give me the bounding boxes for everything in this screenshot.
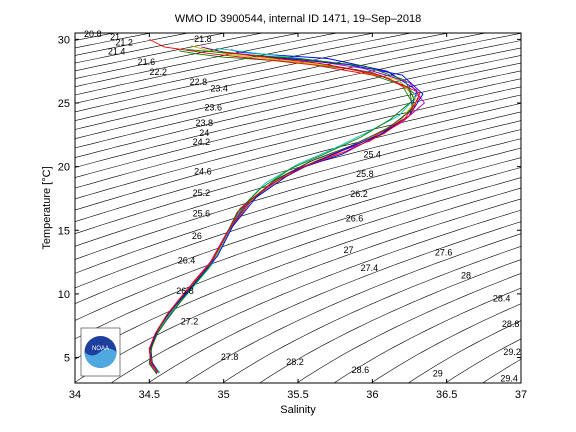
density-contour [75, 33, 376, 96]
density-contour [75, 129, 521, 260]
x-tick-label: 34 [69, 389, 81, 401]
x-tick-label: 34.5 [139, 389, 160, 401]
density-contour [75, 33, 413, 104]
density-contour-label: 23.6 [205, 103, 223, 113]
density-contour [75, 86, 521, 200]
density-contour [222, 246, 521, 383]
x-axis-label: Salinity [280, 404, 316, 416]
noaa-logo: NOAA [80, 327, 121, 377]
density-contour-label: 22.2 [150, 67, 168, 77]
axis-ticks: 34 34.5 35 35.5 36 36.5 37 5 10 15 20 25 30 [58, 33, 527, 401]
density-contour-label: 21.6 [138, 57, 156, 67]
density-contour [75, 47, 521, 149]
density-contour-label: 24.6 [194, 166, 212, 176]
density-contour [407, 320, 521, 383]
density-contour-label: 22.8 [190, 77, 208, 87]
profile-line [148, 51, 421, 374]
density-contour-label: 28.6 [352, 365, 370, 375]
density-contour-label: 27.6 [435, 248, 453, 258]
density-contour-label: 27 [343, 245, 353, 255]
density-contour [333, 287, 521, 383]
density-contour [75, 62, 521, 168]
density-contour [75, 40, 521, 139]
y-axis-label: Temperature [°C] [41, 166, 53, 249]
density-contour-label: 26.4 [178, 255, 196, 265]
density-contour [75, 111, 521, 234]
density-contour-label: 23.4 [210, 84, 228, 94]
density-contour-label: 29.2 [503, 347, 521, 357]
density-contour-label: 21.2 [115, 38, 133, 48]
density-contour [75, 187, 521, 360]
density-contour [75, 33, 339, 88]
density-contour-label: 27.8 [221, 352, 239, 362]
density-contour-label: 21.4 [108, 47, 126, 57]
density-contours [75, 33, 521, 383]
density-contour [75, 177, 521, 340]
y-tick-label: 5 [64, 353, 70, 365]
density-contour [110, 209, 521, 383]
density-contour [75, 33, 190, 56]
density-contour-label: 26 [192, 231, 202, 241]
density-contour [75, 157, 521, 304]
profile-line [148, 49, 415, 375]
density-contour [75, 33, 264, 72]
density-contour [75, 147, 521, 289]
density-contour-label: 28 [461, 271, 471, 281]
density-contour-label: 24.2 [193, 137, 211, 147]
density-contour [75, 70, 521, 178]
density-contour [259, 259, 521, 383]
density-contour-label: 28.2 [286, 357, 304, 367]
density-contour-label: 25.8 [356, 169, 374, 179]
profile-lines [148, 38, 426, 375]
density-contour [75, 33, 227, 64]
y-tick-label: 15 [58, 225, 70, 237]
y-tick-label: 30 [58, 34, 70, 46]
x-tick-label: 36.5 [436, 389, 457, 401]
density-contour-label: 28.8 [502, 319, 520, 329]
density-contour [75, 94, 521, 211]
density-contour [75, 167, 521, 321]
density-contour-label: 26.6 [346, 213, 364, 223]
density-contour [75, 198, 521, 383]
density-contour-label: 29.4 [500, 374, 518, 384]
y-tick-label: 25 [58, 98, 70, 110]
density-contour [184, 233, 521, 383]
density-contour-label: 21.8 [194, 34, 212, 44]
density-contour-label: 21 [110, 32, 120, 42]
x-tick-label: 37 [515, 389, 527, 401]
density-contour [75, 33, 487, 121]
density-contour-label: 23.8 [196, 118, 214, 128]
x-tick-label: 35.5 [287, 389, 308, 401]
density-contour-label: 26.2 [350, 189, 368, 199]
chart-title: WMO ID 3900544, internal ID 1471, 19–Sep… [175, 13, 421, 25]
density-contour-label: 25.6 [193, 208, 211, 218]
density-contour [75, 103, 521, 222]
x-tick-label: 35 [218, 389, 230, 401]
density-contour [75, 55, 521, 158]
y-tick-label: 10 [58, 289, 70, 301]
density-contour [75, 138, 521, 274]
density-contour-label: 25.4 [364, 150, 382, 160]
x-tick-label: 36 [366, 389, 378, 401]
density-contour-label: 28.4 [493, 294, 511, 304]
density-contour-label: 27.4 [361, 263, 379, 273]
density-contour [75, 78, 521, 189]
y-tick-label: 20 [58, 162, 70, 174]
density-contour-label: 29 [433, 369, 443, 379]
density-contour-label: 27.2 [181, 317, 199, 327]
density-contour [370, 303, 521, 383]
density-contour [75, 120, 521, 247]
density-contour [75, 33, 521, 130]
density-contour-label: 26.8 [176, 286, 194, 296]
noaa-logo-text: NOAA [92, 346, 109, 352]
density-contour-label: 24 [199, 128, 209, 138]
density-contour-label: 20.8 [84, 29, 102, 39]
density-contour-label: 25.2 [193, 188, 211, 198]
